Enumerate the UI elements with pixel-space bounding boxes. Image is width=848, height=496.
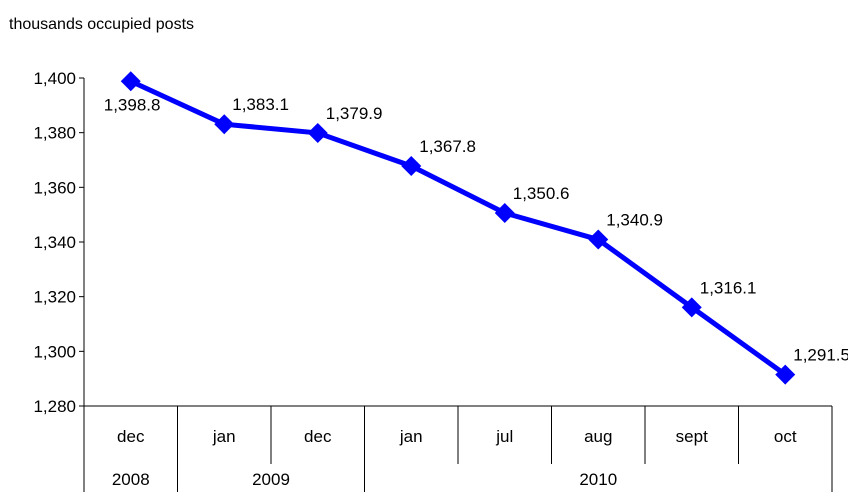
data-label: 1,379.9 bbox=[326, 104, 383, 123]
data-label: 1,340.9 bbox=[606, 211, 663, 230]
data-point-marker bbox=[214, 114, 235, 135]
x-category-label: aug bbox=[584, 427, 612, 446]
x-year-label: 2008 bbox=[112, 470, 150, 489]
x-category-label: jan bbox=[212, 427, 236, 446]
data-point-marker bbox=[588, 229, 609, 250]
y-tick-label: 1,320 bbox=[33, 288, 76, 307]
y-tick-label: 1,400 bbox=[33, 69, 76, 88]
x-category-label: sept bbox=[676, 427, 708, 446]
x-category-label: dec bbox=[304, 427, 332, 446]
series-line bbox=[129, 79, 787, 377]
x-category-label: dec bbox=[117, 427, 145, 446]
x-category-label: jan bbox=[399, 427, 423, 446]
data-label: 1,350.6 bbox=[513, 184, 570, 203]
y-tick-label: 1,360 bbox=[33, 178, 76, 197]
y-tick-label: 1,280 bbox=[33, 397, 76, 416]
x-year-label: 2009 bbox=[252, 470, 290, 489]
x-year-label: 2010 bbox=[579, 470, 617, 489]
data-point-marker bbox=[307, 122, 328, 143]
data-point-marker bbox=[120, 71, 141, 92]
y-tick-label: 1,380 bbox=[33, 124, 76, 143]
data-label: 1,316.1 bbox=[700, 278, 757, 297]
data-label: 1,398.8 bbox=[104, 95, 161, 114]
data-point-marker bbox=[681, 297, 702, 318]
x-category-label: jul bbox=[495, 427, 513, 446]
y-axis-unit-label: thousands occupied posts bbox=[9, 16, 195, 33]
data-point-marker bbox=[401, 156, 422, 177]
data-label: 1,383.1 bbox=[232, 95, 289, 114]
data-label: 1,291.5 bbox=[793, 346, 848, 365]
data-point-marker bbox=[775, 364, 796, 385]
data-label: 1,367.8 bbox=[419, 137, 476, 156]
data-point-marker bbox=[494, 203, 515, 224]
x-category-label: oct bbox=[774, 427, 797, 446]
y-tick-label: 1,300 bbox=[33, 342, 76, 361]
y-tick-label: 1,340 bbox=[33, 233, 76, 252]
